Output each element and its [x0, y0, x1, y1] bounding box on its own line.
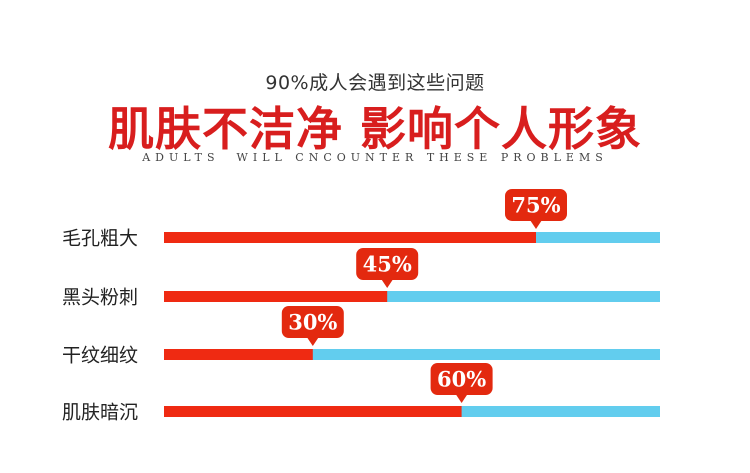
bar-track [164, 349, 660, 360]
value-badge [281, 306, 344, 338]
subtitle: 90%成人会遇到这些问题 [265, 72, 485, 94]
bar-fill [164, 406, 462, 417]
category-label: 黑头粉刺 [62, 287, 138, 309]
value-label: 45% [363, 252, 412, 277]
value-label: 30% [288, 310, 337, 335]
badge-pointer [306, 337, 319, 346]
value-badge [505, 189, 567, 221]
bar-track [164, 291, 660, 302]
bar-fill [164, 291, 388, 302]
english-tagline: ADULTS WILL CNCOUNTER THESE PROBLEMS [142, 151, 608, 164]
badge-pointer [455, 394, 468, 403]
value-label: 60% [437, 367, 486, 392]
category-label: 干纹细纹 [62, 345, 138, 367]
value-badge [356, 248, 419, 280]
page-title: 肌肤不洁净 影响个人形象 [107, 102, 642, 156]
bar-fill [164, 349, 313, 360]
badge-pointer [381, 279, 394, 288]
category-label: 肌肤暗沉 [62, 402, 138, 424]
value-badge [430, 363, 493, 395]
category-label: 毛孔粗大 [62, 228, 138, 250]
bar-fill [164, 232, 536, 243]
header: 90%成人会遇到这些问题 肌肤不洁净 影响个人形象 ADULTS WILL CN… [0, 0, 750, 170]
value-label: 75% [511, 193, 560, 218]
badge-pointer [530, 220, 542, 229]
